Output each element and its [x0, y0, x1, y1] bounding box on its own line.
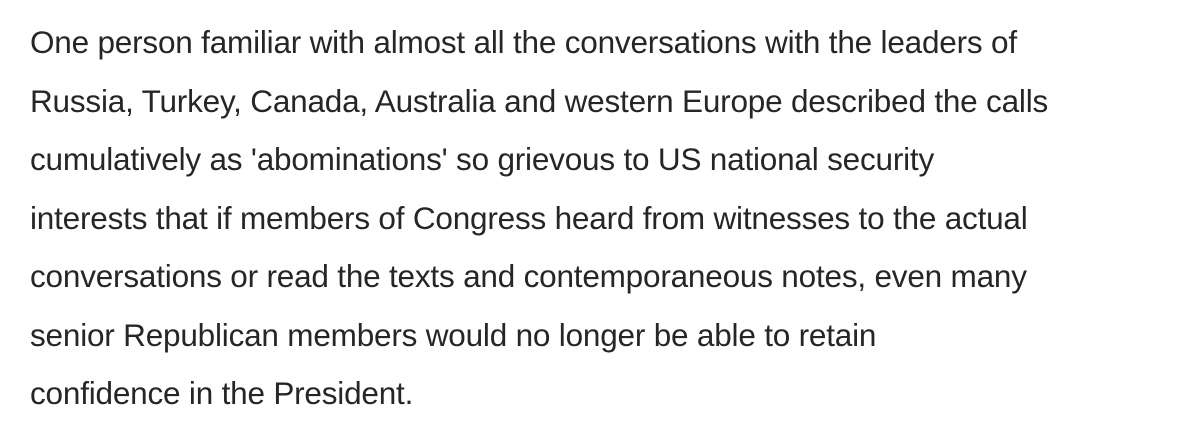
paragraph-line-6: senior Republican members would no longe…	[30, 316, 877, 353]
paragraph-line-5: conversations or read the texts and cont…	[30, 258, 1027, 294]
article-paragraph: One person familiar with almost all the …	[30, 13, 1180, 423]
paragraph-line-2: Russia, Turkey, Canada, Australia and we…	[30, 82, 1049, 119]
paragraph-line-3: cumulatively as 'abominations' so grievo…	[30, 141, 935, 177]
paragraph-line-1: One person familiar with almost all the …	[30, 24, 1017, 60]
paragraph-line-4: interests that if members of Congress he…	[30, 199, 1028, 236]
paragraph-line-7: confidence in the President.	[30, 375, 414, 411]
